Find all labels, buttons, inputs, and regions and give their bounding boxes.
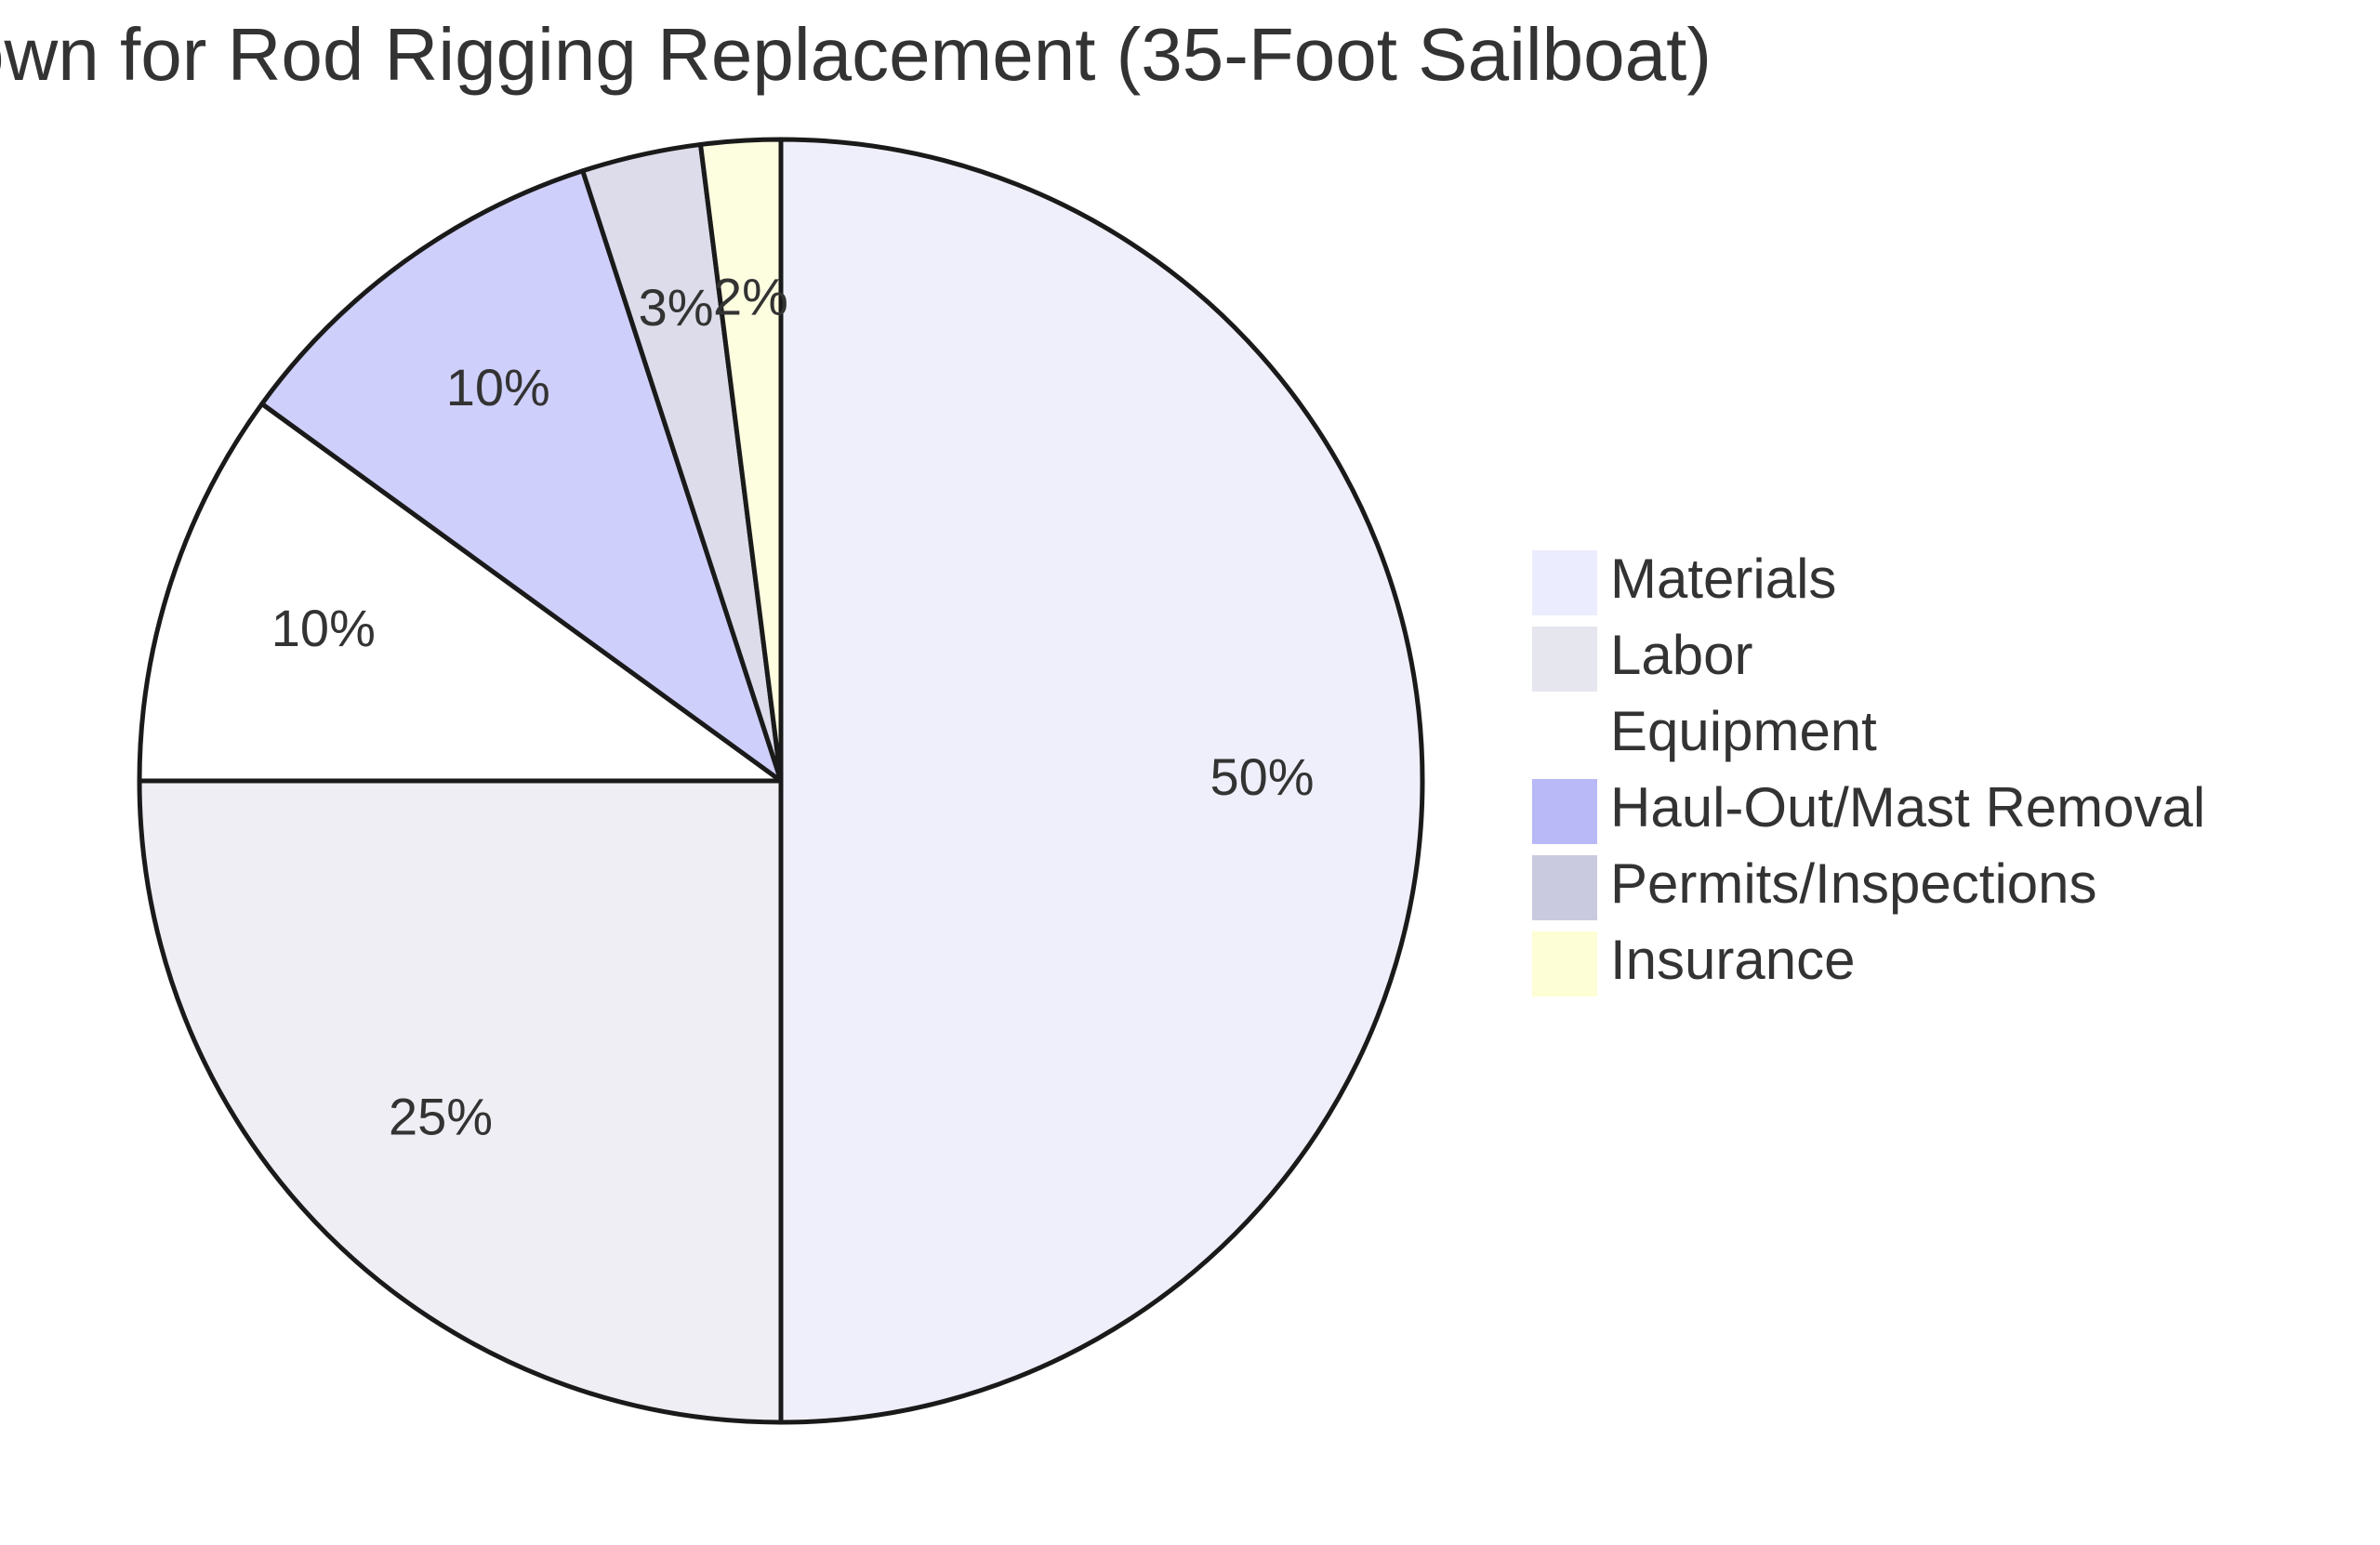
legend-swatch (1532, 779, 1597, 844)
slice-value-label: 10% (446, 358, 550, 416)
legend-swatch (1532, 627, 1597, 692)
slice-value-label: 10% (271, 599, 376, 657)
legend-label: Equipment (1610, 700, 1877, 762)
legend-swatch (1532, 703, 1597, 768)
pie-value-labels: 50% 25% 10% 10% 3% 2% (271, 267, 1315, 1145)
pie-slice-materials (778, 137, 1425, 1425)
legend-label: Insurance (1610, 929, 1856, 991)
legend: Materials Labor Equipment Haul-Out/Mast Rem… (1532, 548, 2205, 997)
slice-value-label: 50% (1210, 747, 1314, 806)
legend-swatch (1532, 855, 1597, 920)
pie-slices (137, 137, 1425, 1425)
pie-slice-insurance (698, 137, 784, 784)
slice-value-label: 3% (639, 278, 714, 337)
legend-label: Haul-Out/Mast Removal (1610, 776, 2205, 839)
chart-title: own for Rod Rigging Replacement (35-Foot… (0, 13, 1712, 96)
pie-slice-equipment (137, 401, 784, 784)
legend-label: Labor (1610, 624, 1752, 686)
legend-label: Permits/Inspections (1610, 852, 2097, 915)
slice-value-label: 25% (389, 1088, 493, 1146)
pie-slice-haul-out-mast-removal (259, 168, 784, 784)
slice-value-label: 2% (713, 267, 788, 325)
legend-swatch (1532, 550, 1597, 615)
legend-label: Materials (1610, 548, 1836, 610)
legend-swatch (1532, 931, 1597, 997)
pie-slice-labor (137, 778, 784, 1425)
